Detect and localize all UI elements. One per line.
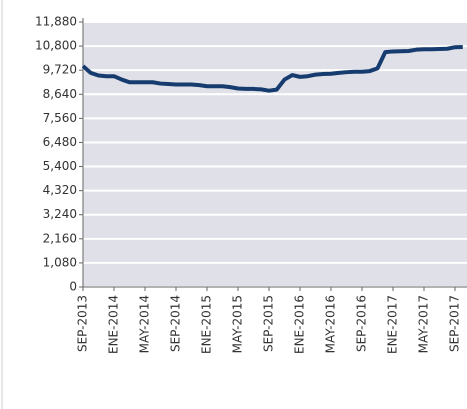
x-tick-label: MAY-2017 <box>417 295 431 353</box>
y-tick-label: 3,240 <box>43 207 77 221</box>
x-tick-label: SEP-2017 <box>448 295 462 352</box>
y-tick-label: 2,160 <box>43 231 77 245</box>
x-tick-label: SEP-2015 <box>262 295 276 352</box>
x-tick-label: MAY-2016 <box>324 295 338 353</box>
y-tick-label: 9,720 <box>43 63 77 77</box>
x-tick-label: SEP-2016 <box>355 295 369 352</box>
y-tick-label: 10,800 <box>35 39 77 53</box>
y-tick-label: 1,080 <box>43 255 77 269</box>
plot-background <box>83 22 467 287</box>
x-tick-label: ENE-2014 <box>107 295 121 354</box>
y-tick-label: 0 <box>69 280 77 294</box>
x-tick-label: MAY-2014 <box>138 295 152 353</box>
y-tick-label: 6,480 <box>43 135 77 149</box>
y-tick-label: 8,640 <box>43 87 77 101</box>
line <box>81 44 463 93</box>
x-tick-label: ENE-2017 <box>386 295 400 354</box>
x-tick-label: MAY-2015 <box>231 295 245 353</box>
y-tick-label: 11,880 <box>35 15 77 29</box>
y-tick-label: 7,560 <box>43 111 77 125</box>
y-tick-label: 5,400 <box>43 159 77 173</box>
x-tick-label: SEP-2013 <box>76 295 90 352</box>
y-tick-label: 4,320 <box>43 183 77 197</box>
x-tick-label: SEP-2014 <box>169 295 183 352</box>
x-tick-label: ENE-2015 <box>200 295 214 354</box>
x-tick-label: ENE-2016 <box>293 295 307 354</box>
